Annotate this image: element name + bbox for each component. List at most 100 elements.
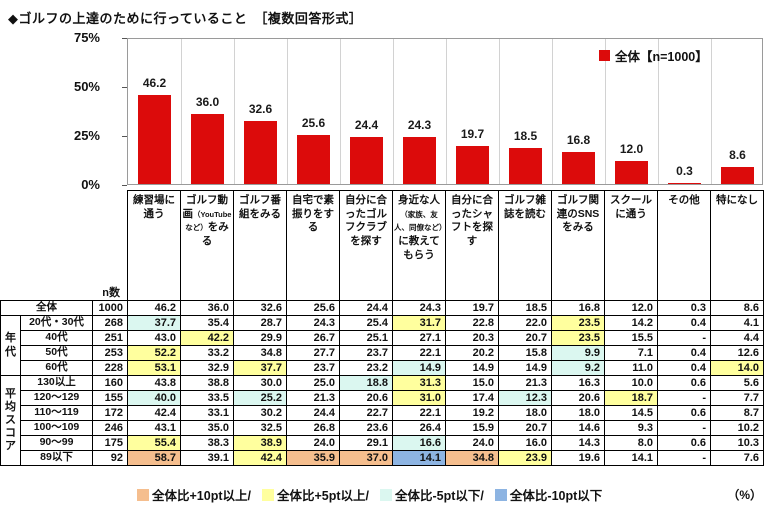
column-header-text: スクールに通う (610, 194, 652, 220)
highlight-legend-label: 全体比-5pt以下/ (395, 489, 484, 503)
bar-chart: 46.2 36.0 32.6 25.6 24.4 24.3 19.7 18.5 16.8 12.0… (0, 0, 770, 192)
value-cell: - (657, 330, 711, 346)
value-cell: 14.5 (604, 405, 658, 421)
bar-value-label: 46.2 (142, 75, 167, 90)
value-cell: 31.7 (392, 315, 446, 331)
n-value-cell: 155 (92, 390, 128, 406)
value-cell: 21.3 (498, 375, 552, 391)
row-label: 100〜109 (20, 420, 93, 436)
category-separator (446, 39, 447, 184)
value-cell: 0.3 (657, 300, 711, 316)
column-header-text: 特になし (716, 194, 758, 206)
value-cell: 22.7 (339, 405, 393, 421)
value-cell: 38.9 (233, 435, 287, 451)
value-cell: 10.0 (604, 375, 658, 391)
column-header: その他 (657, 190, 711, 301)
bar (350, 136, 383, 184)
n-value-cell: 92 (92, 450, 128, 466)
value-cell: 16.3 (551, 375, 605, 391)
value-cell: 39.1 (180, 450, 234, 466)
value-cell: 16.0 (498, 435, 552, 451)
category-separator (499, 39, 500, 184)
value-cell: 22.0 (498, 315, 552, 331)
column-header: ゴルフ動画（YouTubeなど）をみる (180, 190, 234, 301)
value-cell: 46.2 (127, 300, 181, 316)
value-cell: 25.2 (233, 390, 287, 406)
value-cell: 10.3 (710, 435, 764, 451)
column-header-text: その他 (668, 194, 700, 206)
column-header-text: をみる (201, 221, 229, 247)
n-value-cell: 1000 (92, 300, 128, 316)
value-cell: 18.0 (551, 405, 605, 421)
category-separator (181, 39, 182, 184)
category-separator (605, 39, 606, 184)
value-cell: 22.8 (445, 315, 499, 331)
category-separator (658, 39, 659, 184)
value-cell: 25.0 (286, 375, 340, 391)
value-cell: 42.4 (233, 450, 287, 466)
value-cell: 35.9 (286, 450, 340, 466)
page-title: ◆ゴルフの上達のために行っていること ［複数回答形式］ (8, 11, 363, 26)
value-cell: 0.6 (657, 375, 711, 391)
value-cell: 10.2 (710, 420, 764, 436)
row-label: 90〜99 (20, 435, 93, 451)
value-cell: 8.7 (710, 405, 764, 421)
value-cell: 18.8 (339, 375, 393, 391)
highlight-legend: 全体比+10pt以上/全体比+5pt以上/全体比-5pt以下/全体比-10pt以… (126, 485, 602, 504)
value-cell: 26.4 (392, 420, 446, 436)
value-cell: 14.1 (604, 450, 658, 466)
value-cell: 42.2 (180, 330, 234, 346)
highlight-swatch-m5 (380, 488, 393, 501)
bar (509, 148, 542, 184)
bar-value-label: 32.6 (248, 101, 273, 116)
value-cell: 7.7 (710, 390, 764, 406)
y-axis-tick-label: 75% (73, 30, 100, 45)
value-cell: 25.1 (339, 330, 393, 346)
bar-value-label: 12.0 (619, 141, 644, 156)
value-cell: 0.4 (657, 345, 711, 361)
value-cell: 12.3 (498, 390, 552, 406)
value-cell: 43.8 (127, 375, 181, 391)
row-label: 120〜129 (20, 390, 93, 406)
y-axis-tick-label: 50% (73, 79, 100, 94)
bar-value-label: 8.6 (729, 148, 746, 163)
column-header: ゴルフ番組をみる (233, 190, 287, 301)
value-cell: 23.5 (551, 330, 605, 346)
table-header-row: n数 練習場に通う ゴルフ動画（YouTubeなど）をみる ゴルフ番組をみる 自宅で素振… (0, 190, 764, 301)
value-cell: 33.2 (180, 345, 234, 361)
value-cell: 37.7 (127, 315, 181, 331)
highlight-legend-label: 全体比+5pt以上/ (276, 489, 370, 503)
value-cell: 14.9 (498, 360, 552, 376)
value-cell: 23.9 (498, 450, 552, 466)
row-label: 50代 (20, 345, 93, 361)
column-header-text: 自分に合ったゴルフクラブを探す (345, 194, 387, 247)
value-cell: 19.7 (445, 300, 499, 316)
value-cell: 30.0 (233, 375, 287, 391)
value-cell: 15.9 (445, 420, 499, 436)
table-row: 110〜119 172 42.4 33.1 30.2 24.4 22.7 22.1 19.2 18… (1, 405, 764, 421)
value-cell: 14.1 (392, 450, 446, 466)
value-cell: 14.0 (710, 360, 764, 376)
n-column-header: n数 (102, 286, 120, 299)
n-value-cell: 253 (92, 345, 128, 361)
value-cell: 8.0 (604, 435, 658, 451)
value-cell: 24.3 (286, 315, 340, 331)
value-cell: 9.2 (551, 360, 605, 376)
value-cell: 16.8 (551, 300, 605, 316)
value-cell: 20.6 (339, 390, 393, 406)
n-value-cell: 172 (92, 405, 128, 421)
row-label: 110〜119 (20, 405, 93, 421)
table-row: 全体 1000 46.2 36.0 32.6 25.6 24.4 24.3 19.7 18.5 16… (0, 300, 764, 316)
value-cell: 30.2 (233, 405, 287, 421)
n-value-cell: 246 (92, 420, 128, 436)
value-cell: 40.0 (127, 390, 181, 406)
row-group-label: 年代 (0, 315, 21, 376)
table-body: n数 練習場に通う ゴルフ動画（YouTubeなど）をみる ゴルフ番組をみる 自宅で素振… (0, 190, 764, 466)
value-cell: 24.3 (392, 300, 446, 316)
category-separator (287, 39, 288, 184)
n-value-cell: 228 (92, 360, 128, 376)
value-cell: 23.2 (339, 360, 393, 376)
bar-value-label: 0.3 (676, 164, 693, 178)
column-header: 自分に合ったゴルフクラブを探す (339, 190, 393, 301)
chart-legend: 全体【n=1000】 (599, 46, 708, 65)
